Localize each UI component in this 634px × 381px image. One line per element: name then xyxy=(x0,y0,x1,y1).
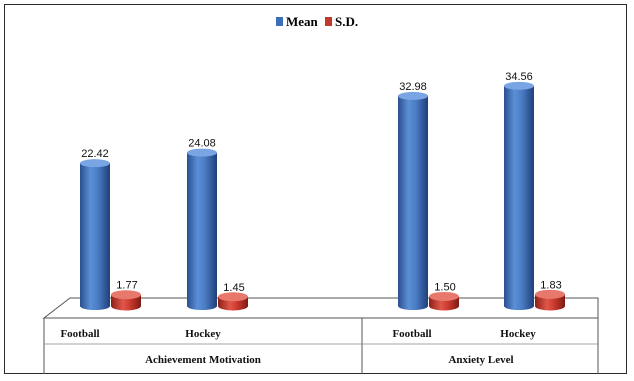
data-label-sd-2: 1.50 xyxy=(434,281,455,293)
data-label-sd-3: 1.83 xyxy=(540,279,561,291)
group-label-1: Anxiety Level xyxy=(448,354,513,366)
legend-label-mean: Mean xyxy=(286,14,319,29)
data-label-mean-0: 22.42 xyxy=(81,148,109,160)
category-axis xyxy=(43,318,599,374)
data-label-sd-0: 1.77 xyxy=(116,280,137,292)
bar-mean-0 xyxy=(80,159,110,310)
category-label-2: Football xyxy=(392,328,431,340)
legend-swatch-sd xyxy=(325,17,332,26)
labels-layer: 22.42 24.08 32.98 34.56 1.77 1.45 1.50 1.83 Foot… xyxy=(60,71,561,366)
legend-label-sd: S.D. xyxy=(335,14,358,29)
data-label-mean-2: 32.98 xyxy=(399,81,427,93)
category-label-3: Hockey xyxy=(500,328,536,340)
legend: Mean S.D. xyxy=(276,14,358,29)
group-label-0: Achievement Motivation xyxy=(145,354,261,366)
bar-sd-0 xyxy=(111,290,141,311)
bar-sd-1 xyxy=(218,292,248,311)
bars-layer xyxy=(80,81,565,311)
bar-sd-2 xyxy=(429,291,459,311)
bar-mean-2 xyxy=(398,91,428,310)
legend-swatch-mean xyxy=(276,17,283,26)
data-label-sd-1: 1.45 xyxy=(223,282,244,294)
category-label-1: Hockey xyxy=(185,328,221,340)
category-label-0: Football xyxy=(60,328,99,340)
bar-mean-3 xyxy=(504,81,534,310)
data-label-mean-3: 34.56 xyxy=(505,71,533,83)
bar-sd-3 xyxy=(535,289,565,311)
bar-mean-1 xyxy=(187,148,217,310)
data-label-mean-1: 24.08 xyxy=(188,138,216,150)
